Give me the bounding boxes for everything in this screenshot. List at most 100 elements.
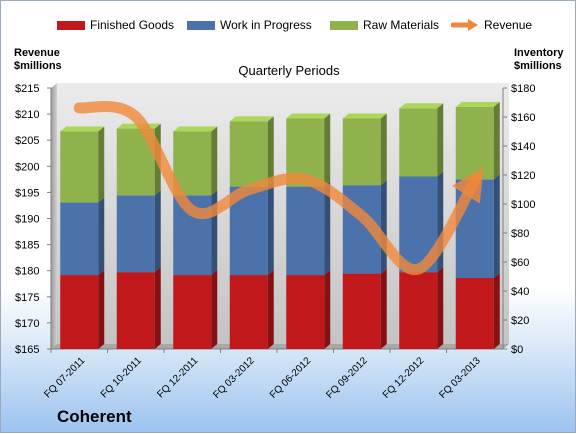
bar-raw-materials (399, 108, 438, 177)
bar-side-raw-materials (324, 113, 331, 187)
bar-top-raw-materials (229, 116, 274, 122)
left-axis-title: Revenue $millions (14, 47, 62, 73)
bar-side-finished-goods (380, 268, 387, 349)
right-tick-label: $100 (511, 199, 535, 211)
left-tick-label: $165 (15, 344, 39, 356)
bar-raw-materials (229, 121, 268, 187)
revenue-point (191, 210, 193, 212)
bar-side-finished-goods (267, 270, 274, 349)
bar-top-raw-materials (342, 113, 387, 119)
x-tick-label: FQ 03-2013 (437, 355, 483, 401)
bar-work-in-progress (60, 202, 99, 276)
right-tick-label: $180 (511, 83, 535, 95)
legend-label: Revenue (484, 18, 533, 32)
bar-finished-goods (229, 275, 268, 349)
bar-finished-goods (455, 277, 494, 349)
chart-legend: Finished Goods Work in Progress Raw Mate… (57, 17, 557, 33)
bar-side-work-in-progress (154, 190, 161, 273)
bar-finished-goods (399, 272, 438, 349)
bar-side-raw-materials (211, 126, 218, 196)
left-axis-title-line1: Revenue (14, 47, 60, 59)
left-tick-label: $195 (15, 187, 39, 199)
legend-item-work-in-progress: Work in Progress (187, 17, 312, 33)
bar-side-work-in-progress (267, 181, 274, 276)
bar-raw-materials (455, 106, 494, 180)
legend-item-revenue: Revenue (451, 17, 532, 33)
legend-swatch (330, 20, 358, 30)
revenue-line (73, 100, 484, 275)
left-tick-label: $190 (15, 214, 39, 226)
bar-side-raw-materials (493, 101, 500, 180)
right-tick-label: $0 (511, 344, 523, 356)
revenue-point (417, 268, 419, 270)
right-tick-label: $20 (511, 315, 529, 327)
bar-side-raw-materials (380, 113, 387, 186)
company-name: Coherent (57, 407, 132, 426)
right-axis-title-line2: $millions (514, 60, 562, 72)
bar-side-work-in-progress (380, 180, 387, 274)
bar-finished-goods (116, 272, 155, 349)
left-axis-title-line2: $millions (14, 60, 62, 72)
bar-side-work-in-progress (493, 174, 500, 278)
x-tick-label: FQ 06-2012 (268, 355, 314, 401)
left-tick-label: $180 (15, 266, 39, 278)
bar-side-finished-goods (493, 272, 500, 349)
x-tick-label: FQ 12-2012 (381, 355, 427, 401)
bar-side-raw-materials (437, 103, 444, 177)
x-tick-label: FQ 09-2012 (324, 355, 370, 401)
left-tick-label: $200 (15, 161, 39, 173)
legend-label: Raw Materials (363, 18, 440, 32)
revenue-point (135, 116, 137, 118)
left-tick-label: $170 (15, 318, 39, 330)
bar-side-finished-goods (437, 267, 444, 349)
bar-top-raw-materials (455, 101, 500, 107)
bar-raw-materials (342, 118, 381, 186)
bar-side-raw-materials (267, 116, 274, 187)
right-tick-label: $120 (511, 170, 535, 182)
bar-work-in-progress (286, 186, 325, 276)
revenue-point (78, 107, 80, 109)
bar-side-finished-goods (98, 270, 105, 349)
bar-finished-goods (286, 275, 325, 349)
legend-swatch (57, 20, 85, 30)
bar-top-raw-materials (399, 103, 444, 109)
revenue-point (248, 189, 250, 191)
bar-top-raw-materials (60, 126, 105, 132)
revenue-point (361, 215, 363, 217)
chart-subtitle: Quarterly Periods (238, 63, 340, 78)
bar-side-work-in-progress (98, 197, 105, 276)
right-tick-label: $160 (511, 112, 535, 124)
bar-side-finished-goods (154, 267, 161, 349)
right-tick-label: $60 (511, 257, 529, 269)
bar-side-work-in-progress (324, 181, 331, 276)
bar-side-raw-materials (98, 126, 105, 203)
bar-work-in-progress (116, 195, 155, 273)
legend-label: Finished Goods (90, 18, 175, 32)
legend-item-finished-goods: Finished Goods (57, 17, 174, 33)
revenue-point (474, 180, 476, 182)
right-tick-label: $40 (511, 286, 529, 298)
legend-label: Work in Progress (220, 18, 312, 32)
right-axis-title: Inventory $millions (514, 47, 564, 73)
bar-finished-goods (342, 273, 381, 349)
left-tick-label: $205 (15, 135, 39, 147)
bar-top-raw-materials (173, 126, 218, 132)
bar-finished-goods (173, 275, 212, 349)
bar-raw-materials (60, 131, 99, 203)
right-tick-label: $140 (511, 141, 535, 153)
bar-side-finished-goods (211, 270, 218, 349)
left-tick-label: $215 (15, 83, 39, 95)
bar-top-raw-materials (286, 113, 331, 119)
right-axis-title-line1: Inventory (514, 47, 564, 59)
left-tick-label: $185 (15, 240, 39, 252)
revenue-point (304, 178, 306, 180)
bar-finished-goods (60, 275, 99, 349)
left-tick-label: $175 (15, 292, 39, 304)
legend-arrow-icon (451, 19, 478, 31)
x-tick-label: FQ 03-2012 (211, 355, 257, 401)
legend-item-raw-materials: Raw Materials (330, 17, 439, 33)
x-tick-label: FQ 07-2011 (42, 355, 87, 400)
legend-swatch (187, 20, 215, 30)
